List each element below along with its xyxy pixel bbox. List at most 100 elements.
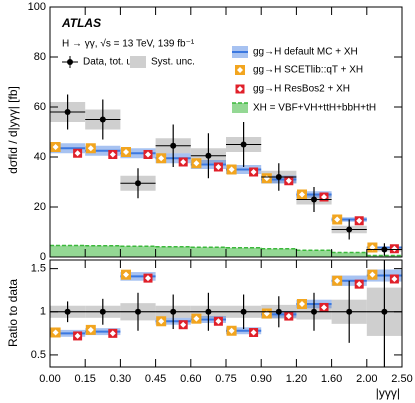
- xh-area: [296, 250, 332, 257]
- y-tick-label: 80: [34, 51, 46, 63]
- xh-area: [226, 247, 262, 257]
- marker-inner: [356, 281, 363, 288]
- legend-swatch: [235, 84, 245, 94]
- marker-inner: [74, 332, 81, 339]
- marker-inner: [52, 329, 59, 336]
- resbos-marker: [178, 320, 188, 330]
- data-point: [64, 109, 71, 115]
- x-tick-label: 2.50: [391, 373, 412, 385]
- resbos-marker: [284, 311, 294, 321]
- data-point: [240, 141, 247, 148]
- marker-inner: [237, 67, 243, 73]
- marker-inner: [193, 160, 200, 167]
- marker-inner: [215, 164, 222, 170]
- marker-inner: [52, 144, 59, 150]
- resbos-marker: [213, 162, 223, 172]
- y-tick-label: 20: [34, 201, 46, 213]
- scetlib-marker: [332, 275, 343, 286]
- y-tick-label: 40: [34, 151, 46, 163]
- xh-area: [366, 255, 402, 257]
- resbos-marker: [108, 328, 118, 338]
- marker-inner: [228, 327, 235, 334]
- x-tick-label: 1.60: [321, 373, 342, 385]
- x-tick-label: 0.45: [145, 373, 166, 385]
- x-tick-label: 0.00: [39, 373, 60, 385]
- marker-inner: [285, 313, 292, 320]
- marker-inner: [180, 321, 187, 328]
- resbos-marker: [73, 148, 83, 158]
- marker-inner: [228, 166, 235, 173]
- x-tick-label: 2.00: [356, 373, 377, 385]
- scetlib-marker: [297, 189, 307, 200]
- data-point: [381, 246, 388, 253]
- xh-area: [50, 245, 86, 257]
- scetlib-marker: [191, 313, 202, 324]
- experiment-label: ATLAS: [61, 16, 101, 30]
- x-tick-label: 0.90: [250, 373, 271, 385]
- marker-inner: [321, 304, 327, 311]
- marker-inner: [109, 151, 116, 158]
- legend-label: gg→H ResBos2 + XH: [253, 84, 350, 95]
- y-axis-label: dσfid / d|yγγ| [fb]: [6, 86, 20, 174]
- scetlib-marker: [261, 308, 272, 319]
- scetlib-marker: [367, 242, 378, 253]
- xh-area: [85, 245, 121, 257]
- marker-inner: [158, 155, 165, 162]
- ratio-axis-label: Ratio to data: [6, 279, 20, 347]
- marker-inner: [87, 326, 94, 333]
- xh-area: [120, 246, 156, 257]
- marker-inner: [391, 245, 398, 252]
- marker-inner: [74, 150, 81, 157]
- resbos-marker: [108, 150, 118, 159]
- legend-swatch: [235, 65, 245, 75]
- scetlib-marker: [191, 158, 202, 169]
- x-tick-label: 0.75: [215, 373, 236, 385]
- resbos-marker: [319, 192, 329, 202]
- process-label: H → γγ, √s = 13 TeV, 139 fb⁻¹: [62, 38, 195, 50]
- marker-inner: [321, 194, 327, 200]
- resbos-marker: [389, 244, 399, 254]
- xh-area: [331, 252, 367, 257]
- marker-inner: [109, 330, 116, 337]
- plot-area: [50, 94, 402, 257]
- marker-inner: [299, 301, 305, 308]
- x-tick-label: 1.20: [286, 373, 307, 385]
- x-tick-label: 0.60: [180, 373, 201, 385]
- xh-area: [155, 246, 191, 257]
- marker-inner: [180, 159, 187, 165]
- scetlib-marker: [85, 324, 96, 335]
- resbos-marker: [213, 316, 223, 326]
- legend-swatch: [232, 103, 248, 113]
- scetlib-marker: [121, 269, 131, 280]
- marker-inner: [285, 177, 292, 184]
- marker-inner: [123, 149, 129, 155]
- plot-area: [50, 260, 402, 367]
- resbos-marker: [178, 157, 188, 167]
- resbos-marker: [284, 176, 294, 186]
- y-tick-label: 0.5: [31, 349, 46, 361]
- marker-inner: [158, 318, 165, 325]
- marker-inner: [215, 318, 222, 325]
- scetlib-marker: [367, 269, 378, 280]
- marker-inner: [250, 329, 257, 336]
- marker-inner: [250, 169, 257, 175]
- resbos-marker: [73, 331, 83, 341]
- y-tick-label: 0: [40, 251, 46, 263]
- y-tick-label: 1: [40, 306, 46, 318]
- scetlib-marker: [297, 299, 307, 310]
- marker-inner: [123, 271, 129, 278]
- resbos-marker: [354, 279, 364, 289]
- legend-swatch: [130, 56, 146, 68]
- data-point: [135, 180, 141, 187]
- y-tick-label: 100: [28, 1, 46, 13]
- scetlib-marker: [332, 214, 343, 225]
- data-point: [205, 152, 212, 159]
- scetlib-marker: [156, 316, 167, 327]
- resbos-marker: [319, 302, 329, 312]
- data-point: [170, 142, 177, 149]
- marker-inner: [369, 271, 376, 278]
- marker-inner: [237, 86, 243, 92]
- x-tick-label: 0.30: [110, 373, 131, 385]
- resbos-marker: [249, 327, 259, 337]
